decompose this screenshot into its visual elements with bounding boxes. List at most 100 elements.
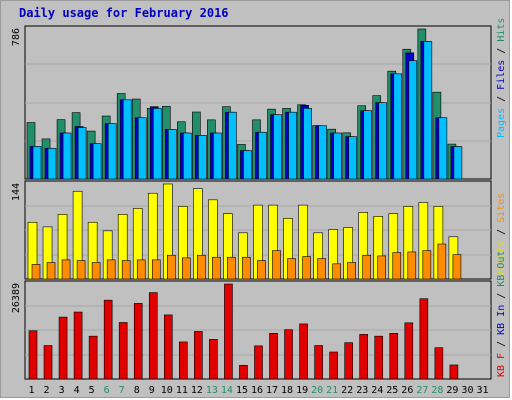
panel-1-max-label: 144 xyxy=(11,183,22,201)
x-axis-day-label: 1 xyxy=(29,385,35,396)
pages-bar xyxy=(453,146,463,180)
pages-bar xyxy=(438,117,448,180)
x-axis-day-label: 10 xyxy=(161,385,173,396)
x-axis-day-label: 4 xyxy=(74,385,80,396)
pages-bar xyxy=(47,147,57,180)
kb-f-bar xyxy=(133,303,143,380)
pages-bar xyxy=(77,127,87,180)
pages-bar xyxy=(198,134,207,180)
kb-f-bar xyxy=(389,332,399,380)
x-axis-day-label: 23 xyxy=(356,385,368,396)
kb-f-bar xyxy=(449,364,459,380)
panel-0-max-label: 786 xyxy=(11,28,22,46)
sites-bar xyxy=(46,262,56,280)
pages-bar xyxy=(273,114,282,180)
pages-bar xyxy=(363,110,373,180)
x-axis-day-label: 13 xyxy=(206,385,218,396)
kb-f-bar xyxy=(254,345,263,380)
legend-entry: Pages xyxy=(496,108,507,138)
sites-bar xyxy=(287,258,296,280)
legend-entry: / xyxy=(496,335,507,353)
x-axis-day-label: 27 xyxy=(416,385,428,396)
x-axis-day-label: 18 xyxy=(281,385,293,396)
kb-f-bar xyxy=(163,314,173,380)
panel-2-max-label: 26389 xyxy=(11,283,22,313)
pages-bar xyxy=(333,132,342,180)
pages-bar xyxy=(228,111,237,180)
sites-bar xyxy=(182,257,191,280)
sites-bar xyxy=(302,256,311,280)
kb-f-bar xyxy=(224,283,233,380)
sites-bar xyxy=(61,259,71,280)
x-axis-day-label: 5 xyxy=(89,385,95,396)
legend-entry: Hits xyxy=(496,18,507,42)
kb-f-bar xyxy=(194,331,203,380)
pages-bar xyxy=(62,132,72,180)
sites-bar xyxy=(392,252,402,280)
panel-2-legend: KB F / KB In / KB Out xyxy=(496,251,507,377)
pages-bar xyxy=(258,131,267,180)
sites-bar xyxy=(227,256,236,280)
sites-bar xyxy=(242,256,251,280)
legend-entry: / xyxy=(496,287,507,305)
x-axis-day-label: 25 xyxy=(386,385,398,396)
x-axis-day-label: 2 xyxy=(44,385,50,396)
legend-entry: / xyxy=(496,223,507,241)
pages-bar xyxy=(107,123,117,180)
kb-f-bar xyxy=(374,335,384,380)
legend-entry: KB In xyxy=(496,305,507,335)
kb-f-bar xyxy=(103,299,113,380)
x-axis-day-label: 12 xyxy=(191,385,203,396)
legend-entry: KB Out xyxy=(496,251,507,287)
pages-bar xyxy=(92,143,102,180)
sites-bar xyxy=(136,259,146,280)
pages-bar xyxy=(152,108,162,180)
sites-bar xyxy=(212,256,221,280)
x-axis-day-label: 21 xyxy=(326,385,338,396)
pages-bar xyxy=(137,117,147,180)
kb-f-bar xyxy=(118,322,128,380)
legend-entry: / xyxy=(496,42,507,60)
sites-bar xyxy=(91,262,101,280)
x-axis-day-label: 17 xyxy=(266,385,278,396)
sites-bar xyxy=(347,262,356,280)
pages-bar xyxy=(288,111,297,180)
kb-f-bar xyxy=(269,332,278,380)
x-axis-day-label: 30 xyxy=(461,385,473,396)
x-axis-day-label: 20 xyxy=(311,385,323,396)
x-axis-day-label: 15 xyxy=(236,385,248,396)
sites-bar xyxy=(151,259,161,280)
legend-entry: KB F xyxy=(496,353,507,377)
kb-f-bar xyxy=(299,323,308,380)
kb-f-bar xyxy=(43,345,53,380)
panel-1-legend: Visits / Sites xyxy=(496,193,507,277)
x-axis-day-label: 29 xyxy=(446,385,458,396)
pages-bar xyxy=(32,146,42,180)
pages-bar xyxy=(183,132,192,180)
pages-bar xyxy=(423,41,433,180)
x-axis-day-label: 14 xyxy=(221,385,233,396)
kb-f-bar xyxy=(179,341,188,380)
x-axis-day-label: 26 xyxy=(401,385,413,396)
kb-f-bar xyxy=(28,330,38,380)
x-axis-day-label: 9 xyxy=(149,385,155,396)
pages-bar xyxy=(122,99,132,180)
x-axis-day-label: 28 xyxy=(431,385,443,396)
x-axis-day-label: 24 xyxy=(371,385,383,396)
kb-f-bar xyxy=(314,345,323,380)
x-axis-day-label: 22 xyxy=(341,385,353,396)
kb-f-bar xyxy=(148,292,158,380)
sites-bar xyxy=(31,264,41,280)
legend-entry: / xyxy=(496,90,507,108)
sites-bar xyxy=(317,258,326,280)
panel-0-legend: Pages / Files / Hits xyxy=(496,18,507,138)
pages-bar xyxy=(213,132,222,180)
sites-bar xyxy=(272,250,281,280)
kb-f-bar xyxy=(434,347,444,380)
pages-bar xyxy=(243,150,252,180)
kb-f-bar xyxy=(239,365,248,380)
x-axis-day-label: 11 xyxy=(176,385,188,396)
kb-f-bar xyxy=(329,351,338,380)
sites-bar xyxy=(121,260,131,280)
